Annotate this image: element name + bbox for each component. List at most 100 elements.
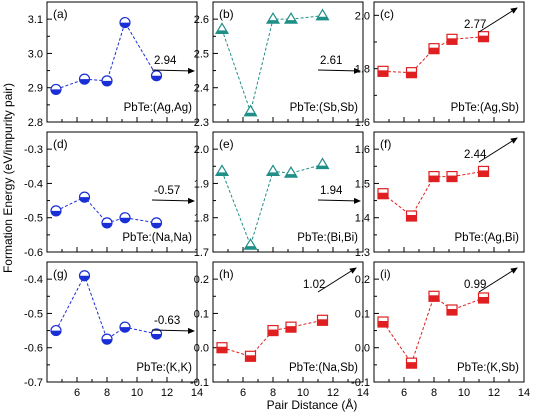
system-label: PbTe:(Ag,Sb) [451, 102, 520, 114]
data-point [477, 292, 490, 304]
annotation-value: -0.63 [154, 315, 180, 327]
x-tick-label: 8 [270, 387, 276, 399]
annotation-arrow [317, 67, 361, 74]
y-tick-label: 2.8 [28, 117, 43, 129]
x-tick-label: 14 [518, 387, 530, 399]
data-point [405, 67, 418, 79]
y-tick-label: 1.5 [355, 178, 370, 190]
x-tick-label: 8 [104, 387, 110, 399]
annotation-value: -0.57 [154, 185, 180, 197]
panel-h: -0.1 0.0 0.1 0.2 6 8 10 12 14 (h) PbTe:(Na,Sb) 1.02 [190, 261, 369, 399]
data-point [101, 75, 113, 87]
y-tick-label: 1.3 [355, 247, 370, 259]
panel-b: 2.3 2.4 2.5 2.6 (b) PbTe:(Sb,Sb) 2.61 [194, 1, 364, 129]
y-tick-label: -0.7 [24, 377, 43, 389]
y-tick-label: -0.1 [351, 377, 370, 389]
y-tick-label: 1.6 [355, 144, 370, 156]
x-tick-label: 6 [74, 387, 80, 399]
panel-letter: (d) [53, 137, 68, 151]
series-line [55, 274, 157, 340]
annotation-arrow [151, 327, 195, 334]
data-point [119, 16, 131, 29]
annotation-arrow [478, 137, 518, 163]
system-label: PbTe:(Ag,Bi) [454, 232, 519, 244]
data-point [316, 314, 329, 326]
data-point [267, 324, 279, 337]
x-tick-label: 10 [458, 387, 470, 399]
data-point [446, 304, 458, 316]
data-point [101, 333, 113, 345]
data-point [377, 316, 389, 328]
x-tick-label: 14 [357, 387, 369, 399]
data-point [428, 43, 440, 55]
panel-f: 1.3 1.4 1.5 1.6 (f) PbTe:(Ag,Bi) 2.44 [355, 131, 525, 259]
system-label: PbTe:(Ag,Ag) [124, 102, 193, 114]
panel-d: -0.6 -0.5 -0.4 -0.3 (d) PbTe:(Na,Na) -0.57 [24, 131, 198, 259]
data-point [283, 11, 299, 24]
y-tick-label: 0.1 [194, 308, 209, 320]
data-point [265, 11, 281, 24]
y-tick-label: 0.2 [355, 274, 370, 286]
series-line [221, 319, 323, 357]
x-tick-label: 12 [488, 387, 500, 399]
annotation-value: 2.61 [320, 55, 342, 67]
data-point [377, 188, 389, 200]
data-point [477, 165, 490, 178]
y-tick-label: 1.8 [355, 64, 370, 76]
data-point [477, 31, 490, 43]
y-tick-label: 2.4 [194, 83, 209, 95]
data-point [214, 164, 230, 177]
y-tick-label: 2.6 [194, 14, 209, 26]
annotation-value: 2.77 [464, 19, 486, 31]
y-tick-label: 0.0 [194, 343, 209, 355]
data-point [119, 321, 131, 333]
data-point [216, 342, 228, 354]
x-tick-label: 10 [131, 387, 143, 399]
panel-letter: (b) [219, 7, 234, 21]
system-label: PbTe:(Na,Sb) [289, 362, 358, 374]
annotation-value: 0.99 [464, 279, 486, 291]
data-point [50, 83, 62, 96]
panel-a: 2.8 2.9 3.0 3.1 (a) PbTe:(Ag,Ag) 2.94 [28, 1, 198, 129]
x-axis-label: Pair Distance (Å) [267, 397, 358, 412]
x-tick-label: 10 [297, 387, 309, 399]
x-tick-label: 12 [161, 387, 173, 399]
annotation-arrow [151, 67, 195, 74]
y-tick-label: 2.3 [194, 117, 209, 129]
data-point [78, 191, 91, 203]
annotation-value: 2.44 [464, 149, 487, 161]
y-tick-label: 1.7 [194, 247, 209, 259]
data-point [244, 350, 257, 362]
data-point [265, 164, 281, 177]
data-point [78, 73, 91, 85]
series-line [382, 36, 484, 74]
panel-letter: (f) [380, 137, 391, 151]
y-tick-label: -0.4 [24, 274, 43, 286]
y-tick-label: 2.0 [355, 10, 370, 22]
data-point [243, 237, 258, 250]
y-tick-label: 0.2 [194, 274, 209, 286]
panel-letter: (e) [219, 137, 234, 151]
annotation-arrow [317, 197, 361, 204]
y-tick-label: -0.5 [24, 308, 43, 320]
y-tick-label: -0.3 [24, 144, 43, 156]
series-line [221, 15, 323, 114]
data-point [283, 165, 299, 178]
y-tick-label: -0.1 [190, 377, 209, 389]
x-tick-label: 12 [327, 387, 339, 399]
y-tick-label: 3.0 [28, 48, 43, 60]
y-tick-label: 1.8 [194, 213, 209, 225]
y-tick-label: -0.6 [24, 247, 43, 259]
data-point [243, 104, 258, 117]
data-point [377, 65, 389, 77]
system-label: PbTe:(K,Sb) [457, 362, 519, 374]
x-tick-label: 8 [431, 387, 437, 399]
data-point [78, 270, 91, 282]
data-point [50, 324, 62, 337]
y-tick-label: 2.9 [28, 83, 43, 95]
x-tick-label: 14 [191, 387, 203, 399]
panel-c: 1.6 1.8 2.0 (c) PbTe:(Ag,Sb) 2.77 [355, 1, 525, 129]
data-point [50, 205, 62, 217]
system-label: PbTe:(K,K) [136, 362, 192, 374]
